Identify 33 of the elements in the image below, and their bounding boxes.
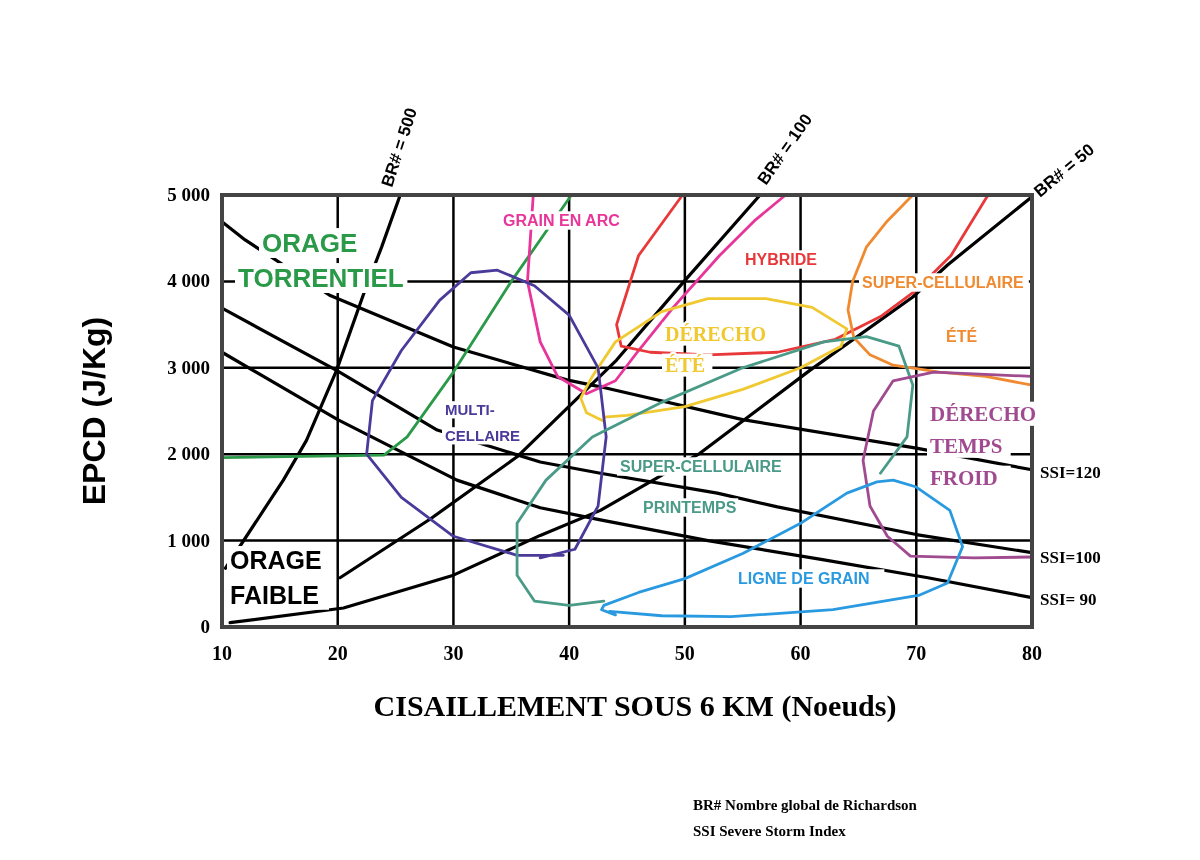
x-axis-title: CISAILLEMENT SOUS 6 KM (Noeuds)	[373, 689, 897, 723]
text: BR# = 500	[377, 105, 422, 190]
text: ORAGE TORRENTIEL	[238, 228, 404, 293]
text: HYBRIDE	[745, 251, 818, 268]
y-axis-title: EPCD (J/Kg)	[76, 316, 112, 506]
series-label: DÉRECHO ÉTÉ	[665, 323, 767, 376]
text: BR# Nombre global de Richardson	[693, 797, 918, 813]
x-tick-label: 60	[790, 642, 811, 664]
y-tick-label: 4 000	[167, 270, 210, 292]
y-tick-label: 2 000	[167, 443, 210, 465]
x-tick-label: 80	[1022, 642, 1042, 664]
series-label: DÉRECHO TEMPS FROID	[930, 402, 1037, 490]
x-tick-label: 10	[212, 642, 232, 664]
text: MULTI-CELLAIRE	[445, 401, 520, 444]
text: SSI Severe Storm Index	[693, 823, 847, 839]
x-tick-label: 20	[327, 642, 348, 664]
series-label: SSI=120	[1040, 463, 1101, 482]
series-label: SSI= 90	[1040, 590, 1097, 609]
y-tick-label: 1 000	[167, 529, 210, 551]
x-tick-label: 40	[559, 642, 580, 664]
y-tick-label: 0	[200, 616, 210, 637]
text: SUPER-CELLULAIRE ÉTÉ	[862, 274, 1024, 345]
x-tick-label: 70	[906, 642, 927, 664]
line-series	[579, 297, 849, 423]
y-tick-label: 3 000	[167, 356, 210, 378]
x-tick-label: 30	[443, 642, 464, 664]
y-tick-label: 5 000	[167, 184, 210, 205]
x-tick-label: 50	[674, 642, 695, 664]
annotation: ORAGE FAIBLE	[230, 546, 322, 609]
series-label: GRAIN EN ARC	[503, 212, 621, 229]
text: SUPER-CELLULAIRE PRINTEMPS	[620, 458, 782, 516]
series-label: SSI=100	[1040, 548, 1101, 567]
series-label: LIGNE DE GRAIN	[738, 570, 870, 587]
